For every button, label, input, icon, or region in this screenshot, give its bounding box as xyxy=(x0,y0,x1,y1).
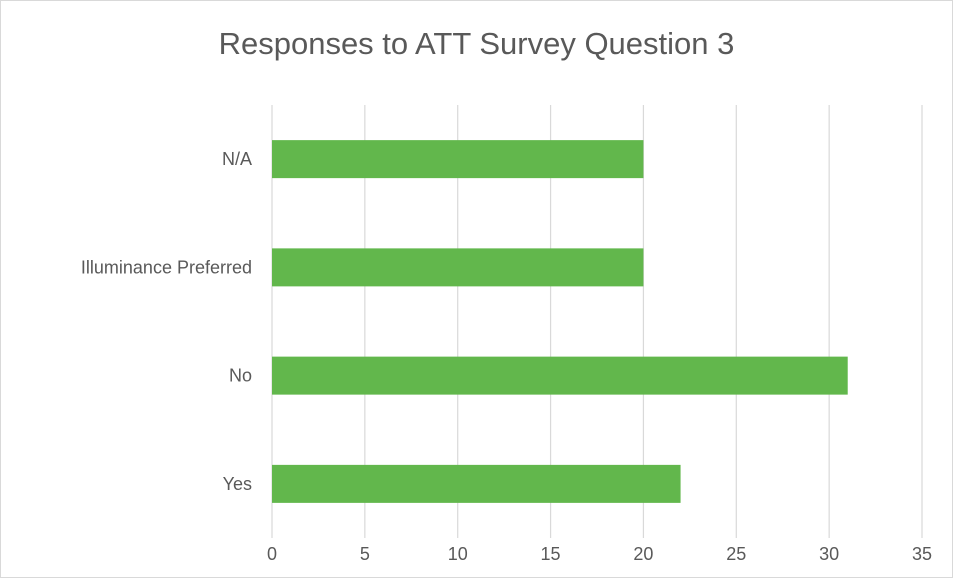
x-tick-label-35: 35 xyxy=(912,544,932,564)
category-label-n-a: N/A xyxy=(222,149,252,169)
category-label-illuminance-preferred: Illuminance Preferred xyxy=(81,257,252,277)
bar-n-a xyxy=(272,140,644,179)
x-tick-label-20: 20 xyxy=(633,544,653,564)
x-axis-ticks: 0 5 10 15 20 25 30 35 xyxy=(267,544,932,564)
bar-yes xyxy=(272,464,681,503)
category-label-no: No xyxy=(229,366,252,386)
bar-no xyxy=(272,356,848,395)
x-tick-label-5: 5 xyxy=(360,544,370,564)
chart-title: Responses to ATT Survey Question 3 xyxy=(218,26,735,61)
category-label-yes: Yes xyxy=(223,474,252,494)
x-tick-label-0: 0 xyxy=(267,544,277,564)
x-tick-label-25: 25 xyxy=(726,544,746,564)
bars xyxy=(272,140,848,503)
x-tick-label-30: 30 xyxy=(819,544,839,564)
x-tick-label-10: 10 xyxy=(448,544,468,564)
bar-illuminance-preferred xyxy=(272,248,644,287)
y-axis-categories: Yes No Illuminance Preferred N/A xyxy=(81,149,252,494)
x-tick-label-15: 15 xyxy=(541,544,561,564)
